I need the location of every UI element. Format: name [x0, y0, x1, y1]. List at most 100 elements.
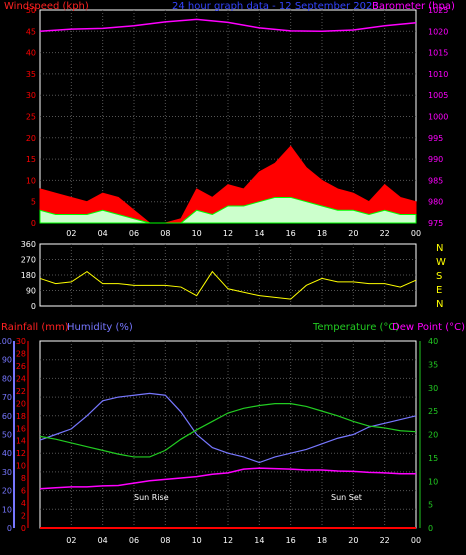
rain-tick-label: 20 [16, 399, 26, 408]
temperature-axis-title: Temperature (°C) [312, 322, 399, 333]
temp-x-tick-label: 04 [98, 536, 108, 545]
wind-x-tick-label: 04 [98, 229, 108, 238]
temp-x-tick-label: 14 [254, 536, 264, 545]
temp-panel-ticks: 0102030405060708090100024681012141618202… [0, 337, 438, 545]
humidity-tick-label: 100 [0, 337, 12, 346]
temp-tick-label: 25 [428, 407, 438, 416]
temp-tick-label: 5 [428, 501, 433, 510]
humidity-line [39, 392, 417, 464]
direction-panel-data [39, 270, 417, 300]
temp-x-tick-label: 16 [286, 536, 296, 545]
wind-x-tick-label: 16 [286, 229, 296, 238]
humidity-axis-title: Humidity (%) [67, 322, 133, 333]
rain-tick-label: 12 [16, 449, 26, 458]
rain-tick-label: 26 [16, 362, 26, 371]
barometer-tick-label: 975 [428, 219, 443, 228]
direction-tick-label: 90 [26, 287, 36, 296]
wind-x-tick-label: 08 [160, 229, 170, 238]
rain-tick-label: 24 [16, 374, 26, 383]
direction-tick-label: 360 [21, 240, 36, 249]
rain-tick-label: 14 [16, 437, 26, 446]
humidity-tick-label: 40 [2, 449, 12, 458]
rainfall-axis-title: Rainfall (mm) [1, 322, 69, 333]
temp-x-tick-label: 20 [348, 536, 358, 545]
temp-panel-data [39, 392, 417, 529]
humidity-tick-label: 80 [2, 374, 12, 383]
rain-tick-label: 30 [16, 337, 26, 346]
barometer-tick-label: 1005 [428, 91, 448, 100]
temp-x-tick-label: 18 [317, 536, 327, 545]
compass-label: E [436, 285, 442, 296]
temperature-line [39, 403, 417, 458]
graph-title: 24 hour graph data - 12 September 2023 [172, 1, 379, 12]
barometer-axis-title: Barometer (hpa) [372, 1, 455, 12]
wind-tick-label: 20 [26, 134, 36, 143]
barometer-tick-label: 980 [428, 198, 443, 207]
barometer-tick-label: 995 [428, 134, 443, 143]
wind-x-tick-label: 12 [223, 229, 233, 238]
temp-x-tick-label: 06 [129, 536, 139, 545]
barometer-tick-label: 1015 [428, 49, 448, 58]
wind-tick-label: 45 [26, 27, 36, 36]
wind-x-tick-label: 00 [411, 229, 421, 238]
humidity-tick-label: 70 [2, 393, 12, 402]
wind-tick-label: 5 [31, 198, 36, 207]
compass-label: W [436, 257, 446, 268]
rain-tick-label: 8 [21, 474, 26, 483]
temp-tick-label: 15 [428, 454, 438, 463]
wind-direction-line [39, 270, 417, 300]
wind-tick-label: 10 [26, 176, 36, 185]
sunrise-label: Sun Rise [134, 493, 169, 502]
humidity-tick-label: 10 [2, 505, 12, 514]
temp-tick-label: 20 [428, 431, 438, 440]
direction-tick-label: 270 [21, 256, 36, 265]
rain-tick-label: 28 [16, 349, 26, 358]
wind-gust-area [39, 145, 417, 224]
rain-tick-label: 2 [21, 512, 26, 521]
humidity-tick-label: 0 [7, 524, 12, 533]
rain-tick-label: 18 [16, 412, 26, 421]
wind-panel-data [39, 18, 417, 224]
barometer-tick-label: 985 [428, 176, 443, 185]
wind-tick-label: 50 [26, 6, 36, 15]
barometer-tick-label: 1025 [428, 6, 448, 15]
wind-tick-label: 25 [26, 113, 36, 122]
humidity-tick-label: 60 [2, 412, 12, 421]
humidity-tick-label: 90 [2, 356, 12, 365]
barometer-tick-label: 1010 [428, 70, 448, 79]
wind-avg-area [39, 196, 417, 224]
temp-tick-label: 0 [428, 524, 433, 533]
rain-tick-label: 10 [16, 462, 26, 471]
rain-tick-label: 22 [16, 387, 26, 396]
temp-x-tick-label: 00 [411, 536, 421, 545]
barometer-tick-label: 1000 [428, 113, 448, 122]
humidity-tick-label: 50 [2, 431, 12, 440]
wind-barometer-panel: 0510152025303540455097598098599099510001… [26, 6, 449, 238]
wind-tick-label: 30 [26, 91, 36, 100]
windspeed-axis-title: Windspeed (kph) [4, 1, 89, 12]
wind-x-tick-label: 06 [129, 229, 139, 238]
wind-x-tick-label: 22 [380, 229, 390, 238]
wind-tick-label: 40 [26, 49, 36, 58]
temp-x-tick-label: 12 [223, 536, 233, 545]
wind-tick-label: 0 [31, 219, 36, 228]
rain-tick-label: 4 [21, 499, 26, 508]
sunset-label: Sun Set [331, 493, 362, 502]
direction-tick-label: 180 [21, 271, 36, 280]
dewpoint-axis-title: Dew Point (°C) [392, 322, 465, 333]
wind-tick-label: 15 [26, 155, 36, 164]
humidity-tick-label: 20 [2, 487, 12, 496]
temp-x-tick-label: 10 [192, 536, 202, 545]
compass-label: N [436, 299, 443, 310]
wind-x-tick-label: 14 [254, 229, 264, 238]
barometer-tick-label: 990 [428, 155, 443, 164]
wind-tick-label: 35 [26, 70, 36, 79]
compass-label: S [436, 271, 442, 282]
wind-x-tick-label: 18 [317, 229, 327, 238]
wind-x-tick-label: 10 [192, 229, 202, 238]
temp-x-tick-label: 22 [380, 536, 390, 545]
barometer-line [39, 18, 417, 33]
